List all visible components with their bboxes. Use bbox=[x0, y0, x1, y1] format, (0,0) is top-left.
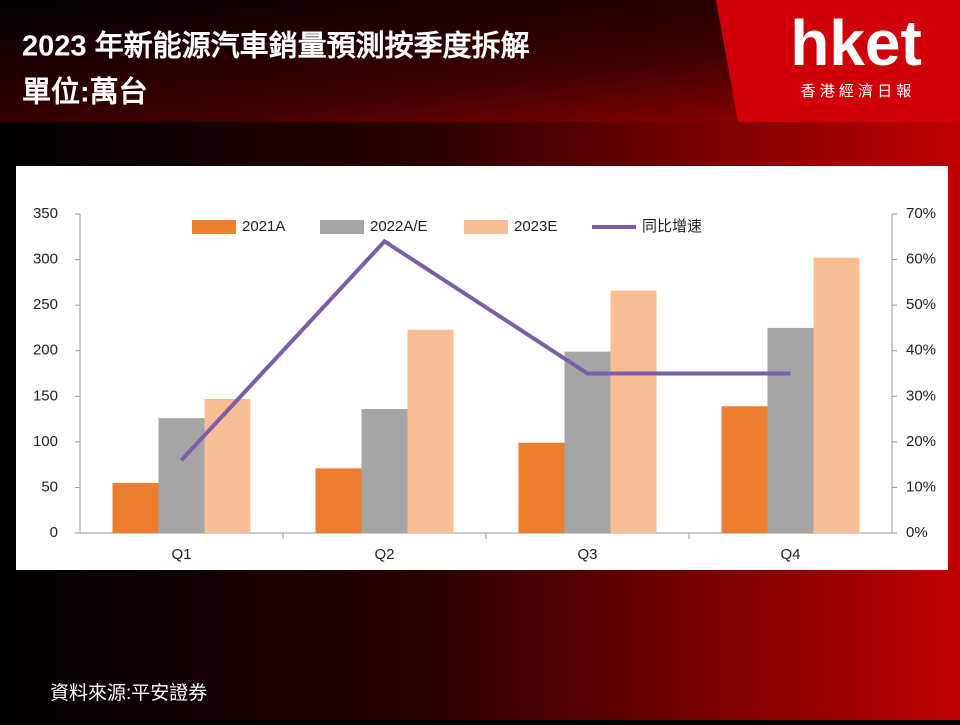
bar bbox=[767, 327, 814, 533]
y-tick-label: 150 bbox=[33, 387, 58, 404]
x-tick-label: Q2 bbox=[374, 546, 394, 563]
y2-tick-label: 10% bbox=[906, 478, 936, 495]
legend-swatch bbox=[464, 220, 508, 234]
bar bbox=[158, 418, 205, 533]
legend-label: 同比增速 bbox=[642, 218, 702, 235]
bar bbox=[610, 290, 657, 533]
y-tick-label: 0 bbox=[50, 524, 58, 541]
bar bbox=[315, 468, 362, 533]
y2-tick-label: 70% bbox=[906, 205, 936, 222]
y-tick-label: 300 bbox=[33, 251, 58, 268]
chart-title: 2023 年新能源汽車銷量預測按季度拆解 bbox=[22, 29, 530, 63]
y-tick-label: 250 bbox=[33, 296, 58, 313]
chart-subtitle: 單位:萬台 bbox=[22, 75, 148, 109]
line-series bbox=[180, 238, 791, 462]
y2-tick-label: 40% bbox=[906, 342, 936, 359]
bar bbox=[204, 399, 251, 533]
bar bbox=[112, 482, 159, 533]
y-tick-label: 100 bbox=[33, 433, 58, 450]
bar bbox=[721, 406, 768, 533]
x-tick-label: Q4 bbox=[780, 546, 800, 563]
legend-swatch bbox=[320, 220, 364, 234]
legend-label: 2023E bbox=[514, 218, 557, 235]
legend-label: 2022A/E bbox=[370, 218, 428, 235]
y2-tick-label: 50% bbox=[906, 296, 936, 313]
bar bbox=[564, 351, 611, 533]
logo-panel bbox=[716, 0, 960, 122]
source-note: 資料來源:平安證券 bbox=[50, 682, 207, 704]
plot: 0 50 100 150 200 250 300 350 0% 10% 20% 30% 40% 50% 60… bbox=[33, 205, 936, 563]
brand-name: hket bbox=[790, 7, 922, 79]
brand-tagline: 香 港 經 濟 日 報 bbox=[801, 83, 912, 100]
y-tick-label: 350 bbox=[33, 205, 58, 222]
x-tick-label: Q3 bbox=[577, 546, 597, 563]
y2-tick-label: 30% bbox=[906, 387, 936, 404]
bar bbox=[407, 329, 454, 533]
legend-label: 2021A bbox=[242, 218, 285, 235]
bar bbox=[518, 442, 565, 533]
legend-swatch bbox=[192, 220, 236, 234]
y2-tick-label: 60% bbox=[906, 251, 936, 268]
bar bbox=[813, 257, 860, 533]
x-tick-label: Q1 bbox=[171, 546, 191, 563]
y-tick-label: 200 bbox=[33, 342, 58, 359]
y-tick-label: 50 bbox=[41, 478, 58, 495]
bar bbox=[361, 409, 408, 533]
y2-tick-label: 0% bbox=[906, 524, 928, 541]
y2-tick-label: 20% bbox=[906, 433, 936, 450]
